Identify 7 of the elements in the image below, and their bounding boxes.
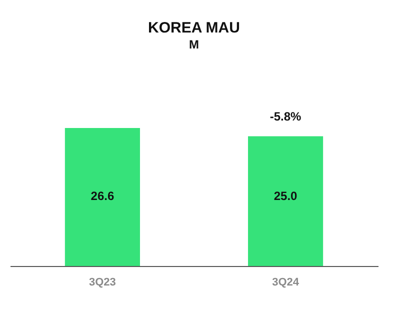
x-tick-label: 3Q24 [272,276,300,288]
annotation: -5.8% [270,109,302,124]
chart-title: KOREA MAU [148,19,240,36]
data-label: 26.6 [90,189,114,203]
data-label: 25.0 [274,189,298,203]
x-tick-label: 3Q23 [88,276,116,288]
chart-subtitle: M [189,37,199,52]
